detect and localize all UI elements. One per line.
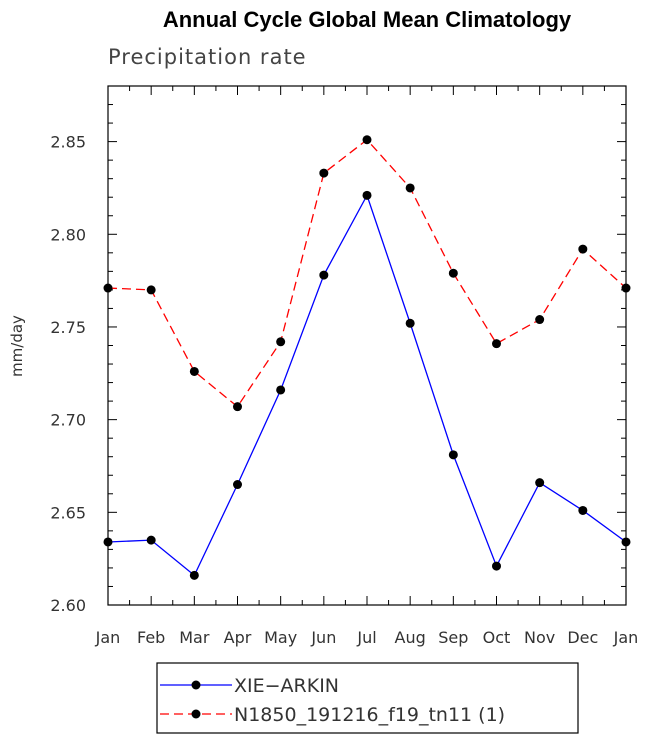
data-point	[448, 450, 458, 460]
data-point	[319, 270, 329, 280]
data-point	[492, 561, 501, 571]
x-tick-label: Mar	[179, 628, 210, 647]
y-tick-label: 2.85	[50, 133, 86, 152]
y-axis-label: mm/day	[8, 315, 26, 377]
data-point	[189, 366, 199, 376]
data-point	[276, 385, 286, 395]
x-tick-label: Jan	[95, 628, 121, 647]
x-tick-label: Jul	[356, 628, 376, 647]
legend-label-1: N1850_191216_f19_tn11 (1)	[234, 704, 505, 726]
x-tick-label: Nov	[524, 628, 555, 647]
series-line-1	[107, 138, 627, 408]
data-point	[146, 285, 156, 295]
data-point	[578, 244, 588, 254]
x-tick-label: Jan	[613, 628, 639, 647]
data-point	[189, 570, 199, 580]
x-tick-label: May	[264, 628, 297, 647]
data-point	[535, 315, 545, 325]
chart-subtitle: Precipitation rate	[108, 45, 307, 69]
series-layer	[103, 135, 631, 580]
data-point	[233, 480, 242, 490]
x-tick-label: Apr	[224, 628, 252, 647]
y-tick-label: 2.80	[50, 225, 86, 244]
data-point	[319, 168, 329, 178]
y-tick-label: 2.70	[50, 411, 86, 430]
legend-label-0: XIE−ARKIN	[234, 675, 339, 697]
chart-title: Annual Cycle Global Mean Climatology	[163, 7, 572, 32]
y-tick-label: 2.60	[50, 596, 86, 615]
data-point	[405, 183, 415, 193]
data-point	[448, 268, 458, 278]
x-tick-label: Feb	[137, 628, 165, 647]
y-tick-label: 2.65	[50, 503, 86, 522]
data-point	[405, 318, 415, 328]
x-tick-label: Oct	[483, 628, 511, 647]
data-point	[362, 135, 372, 145]
data-point	[362, 190, 372, 200]
series-line-0	[107, 193, 627, 577]
data-point	[578, 505, 588, 515]
x-tick-label: Jun	[310, 628, 336, 647]
data-point	[233, 402, 242, 412]
x-tick-label: Dec	[567, 628, 598, 647]
x-tick-label: Aug	[395, 628, 426, 647]
x-tick-label: Sep	[438, 628, 468, 647]
plot-frame	[107, 85, 627, 606]
y-tick-label: 2.75	[50, 318, 86, 337]
axis-ticks	[107, 85, 627, 606]
legend: XIE−ARKIN N1850_191216_f19_tn11 (1)	[160, 675, 505, 726]
data-point	[146, 535, 156, 545]
legend-box	[156, 662, 579, 734]
data-point	[276, 337, 286, 347]
data-point	[492, 339, 501, 349]
tick-labels: Jan Feb Mar Apr May Jun Jul Aug Sep Oct Nov Dec Jan 2…	[50, 133, 638, 647]
data-point	[535, 478, 545, 488]
legend-marker-0	[191, 680, 201, 690]
legend-marker-1	[191, 709, 201, 719]
